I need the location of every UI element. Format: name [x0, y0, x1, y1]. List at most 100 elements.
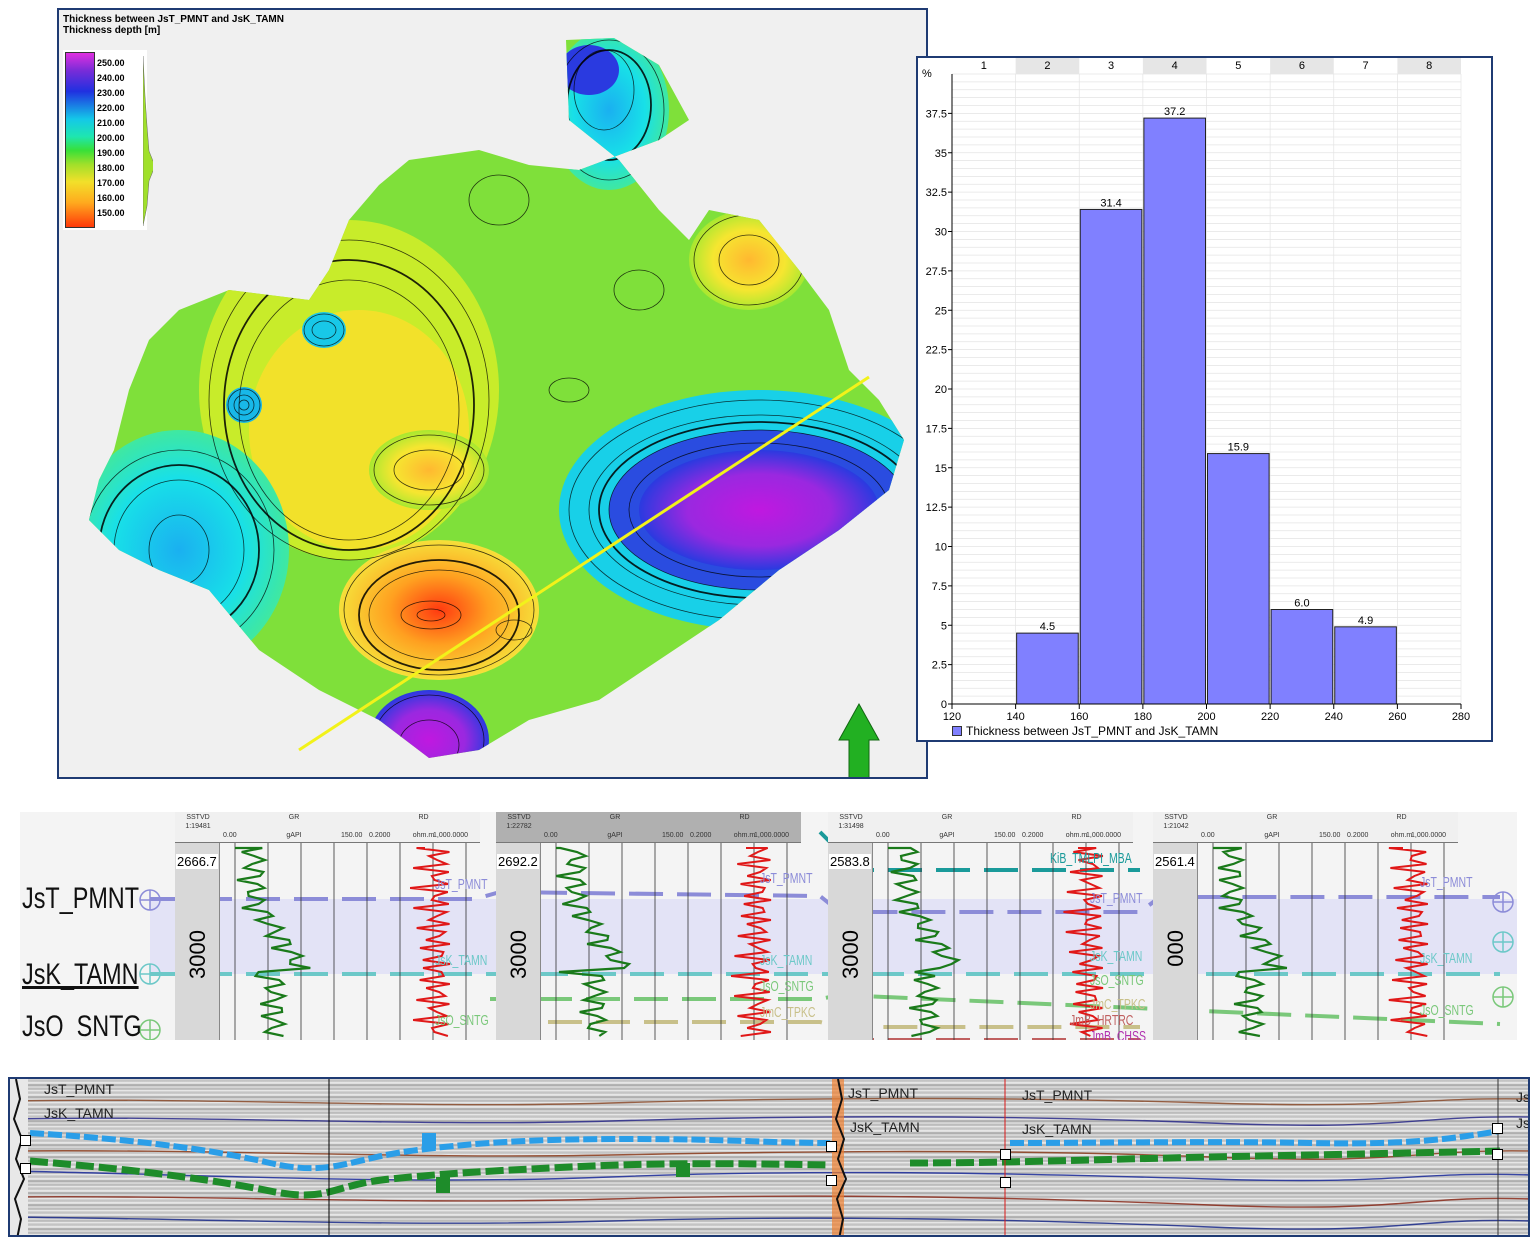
well-log-curves	[887, 843, 1120, 1040]
y-tick-label: 30	[935, 227, 947, 239]
legend-tick: 240.00	[97, 73, 125, 83]
y-tick-label: 17.5	[926, 423, 947, 435]
seismic-label: JsK_TAMN	[44, 1105, 114, 1121]
track-surface-label: JmC_TPKC	[1090, 996, 1146, 1013]
y-tick-label: 37.5	[926, 108, 947, 120]
bar-data-label: 4.9	[1358, 615, 1373, 627]
y-tick-label: 12.5	[926, 502, 947, 514]
well-log-curves	[234, 843, 467, 1040]
track-surface-label: JsK_TAMN	[1090, 948, 1143, 965]
well-track: SSTVD 1:22782 GR gAPI 0.00 150.00 RD ohm…	[496, 812, 801, 1040]
gr-label: GR	[941, 814, 953, 821]
histogram-chart: 1 2 3 4 5 6 7 8 4.5 31.4 37.2 15.9 6.0 4.9 0 2.5 5 7.5 1…	[926, 58, 1470, 723]
column-header-bg	[1015, 58, 1080, 74]
track-surface-label: JsT_PMNT	[1090, 890, 1143, 907]
gr-label: GR	[288, 814, 300, 821]
histogram-bar[interactable]	[1207, 453, 1270, 705]
column-header: 3	[1108, 60, 1114, 72]
histogram-bar[interactable]	[1334, 626, 1397, 705]
horizon-control-point[interactable]	[1000, 1149, 1011, 1160]
legend-tick: 230.00	[97, 88, 125, 98]
histogram-bar[interactable]	[1016, 632, 1079, 705]
surface-label-tamn[interactable]: JsK_TAMN	[22, 958, 139, 991]
track-surface-label: JsT_PMNT	[760, 870, 813, 887]
column-header-bg	[1397, 58, 1461, 74]
gr-unit: gAPI	[1264, 832, 1280, 839]
track-surface-label: JsO_SNTG	[760, 978, 814, 995]
track-surface-label: JsT_PMNT	[1420, 874, 1473, 891]
gr-min: 0.00	[876, 832, 890, 839]
track-surface-label: JmB_HRTRC	[1070, 1012, 1134, 1029]
well-log-curves	[1212, 843, 1445, 1040]
column-header: 2	[1044, 60, 1050, 72]
track-header	[1153, 812, 1458, 843]
surface-label-pmnt[interactable]: JsT_PMNT	[22, 882, 139, 915]
bar-data-label: 6.0	[1294, 598, 1309, 610]
map-title-line1: Thickness between JsT_PMNT and JsK_TAMN	[63, 14, 284, 25]
thickness-map-panel: Thickness between JsT_PMNT and JsK_TAMN …	[57, 8, 928, 779]
gr-label: GR	[1266, 814, 1278, 821]
bar-data-label: 15.9	[1228, 442, 1249, 454]
track-surface-label: JsK_TAMN	[760, 952, 813, 969]
gr-max: 150.00	[994, 832, 1016, 839]
scale-label: 1:31498	[838, 823, 864, 830]
surface-label-sntg[interactable]: JsO_SNTG	[22, 1010, 142, 1040]
rd-max: 1,000.0000	[1086, 832, 1122, 839]
legend-tick: 190.00	[97, 148, 125, 158]
histogram-bar[interactable]	[1079, 208, 1143, 705]
depth-readout: 2666.7	[176, 854, 218, 869]
rd-unit: ohm.m	[412, 832, 435, 839]
depth-column	[1153, 843, 1198, 1040]
rd-unit: ohm.m	[1065, 832, 1088, 839]
y-tick-label: 27.5	[926, 266, 947, 278]
horizon-control-point[interactable]	[20, 1163, 31, 1174]
track-header	[828, 812, 1133, 843]
y-tick-label: 0	[941, 699, 947, 711]
column-header-bg	[1270, 58, 1334, 74]
horizon-control-point[interactable]	[20, 1135, 31, 1146]
well-section-panel: JsT_PMNT JsK_TAMN JsO_SNTG SSTVD 1:19481…	[20, 812, 1517, 1040]
well-track: SSTVD 1:31498 GR gAPI 0.00 150.00 RD ohm…	[828, 812, 1133, 1040]
horizon-control-point[interactable]	[826, 1141, 837, 1152]
histogram-panel: 1 2 3 4 5 6 7 8 4.5 31.4 37.2 15.9 6.0 4.9 0 2.5 5 7.5 1…	[916, 56, 1493, 742]
seismic-label: JsT_PMNT	[848, 1085, 918, 1101]
seismic-label: JsK_TAMN	[1022, 1121, 1092, 1137]
legend-histogram	[143, 56, 153, 226]
gr-max: 150.00	[341, 832, 363, 839]
x-tick-label: 140	[1006, 711, 1024, 723]
well-track: SSTVD 1:19481 GR gAPI 0.00 150.00 RD ohm…	[175, 812, 480, 1040]
rd-label: RD	[1396, 814, 1407, 821]
depth-readout: 2561.4	[1154, 854, 1196, 869]
column-header: 1	[981, 60, 987, 72]
legend-tick: 180.00	[97, 163, 125, 173]
sstvd-label: SSTVD	[1164, 814, 1188, 821]
horizon-control-point[interactable]	[1492, 1149, 1503, 1160]
map-title: Thickness between JsT_PMNT and JsK_TAMN …	[63, 14, 284, 36]
gr-unit: gAPI	[939, 832, 955, 839]
y-tick-label: 25	[935, 305, 947, 317]
horizon-control-point[interactable]	[1492, 1123, 1503, 1134]
x-tick-label: 240	[1325, 711, 1343, 723]
legend-label: Thickness between JsT_PMNT and JsK_TAMN	[966, 724, 1219, 738]
color-legend: 250.00 240.00 230.00 220.00 210.00 200.0…	[63, 50, 153, 230]
depth-column	[175, 843, 220, 1040]
y-tick-label: 7.5	[932, 581, 947, 593]
histogram-bar[interactable]	[1143, 117, 1206, 705]
x-tick-label: 200	[1197, 711, 1215, 723]
horizon-control-point[interactable]	[1000, 1177, 1011, 1188]
gr-min: 0.00	[223, 832, 237, 839]
scale-label: 1:21042	[1163, 823, 1189, 830]
histogram-bar[interactable]	[1270, 609, 1334, 705]
gr-unit: gAPI	[607, 832, 623, 839]
seismic-label: JsT_PMNT	[1022, 1087, 1092, 1103]
horizon-control-point[interactable]	[826, 1175, 837, 1186]
bar-data-label: 4.5	[1040, 621, 1055, 633]
bar-data-label: 37.2	[1164, 106, 1185, 118]
x-tick-label: 120	[943, 711, 961, 723]
seismic-label: JsK_TAMN	[850, 1119, 920, 1135]
sstvd-label: SSTVD	[186, 814, 210, 821]
well-track: SSTVD 1:21042 GR gAPI 0.00 150.00 RD ohm…	[1153, 812, 1458, 1040]
seismic-section	[10, 1079, 1528, 1235]
well-log-curves	[555, 843, 788, 1040]
x-tick-label: 260	[1388, 711, 1406, 723]
